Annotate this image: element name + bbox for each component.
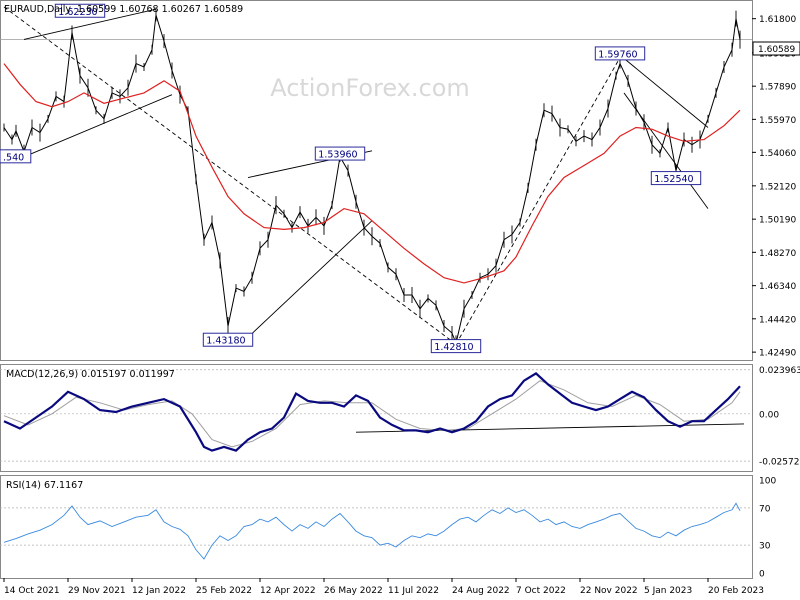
chart-title: EURAUD,Daily 1.60599 1.60768 1.60267 1.60… <box>4 4 243 15</box>
price-labels: 1.62230 1.43180 1.53960 1.42810 1.59760 1.525… <box>0 3 702 354</box>
trendline <box>247 220 373 338</box>
y-tick-label: 1.44420 <box>759 315 796 325</box>
x-tick-label: 14 Oct 2021 <box>4 586 60 596</box>
price-label-box <box>202 332 254 347</box>
x-tick-label: 24 Aug 2022 <box>452 586 510 596</box>
macd-tick-label: 0.00 <box>759 410 779 420</box>
trendlines <box>3 6 745 433</box>
macd-signal-series <box>3 380 741 448</box>
x-tick-label: 12 Apr 2022 <box>260 586 316 596</box>
price-series <box>3 15 741 345</box>
y-tick-label: 1.42490 <box>759 349 796 359</box>
series-lines <box>3 9 741 560</box>
price-label: 1.53960 <box>318 150 357 161</box>
price-label: 1.62230 <box>58 7 97 18</box>
rsi-panel-frame <box>0 475 753 579</box>
macd-tick-label: -0.025726 <box>759 458 800 468</box>
price-label-box <box>594 46 646 61</box>
price-label-box <box>0 149 32 164</box>
x-tick-label: 5 Jan 2023 <box>644 586 692 596</box>
y-tick-label: 1.54060 <box>759 149 796 159</box>
trendline <box>623 58 709 128</box>
rsi-tick-label: 70 <box>759 504 771 514</box>
watermark: ActionForex.com <box>270 74 470 102</box>
x-tick-label: 11 Jul 2022 <box>388 586 439 596</box>
price-label: 1.43180 <box>206 336 245 347</box>
x-tick-label: 20 Feb 2023 <box>708 586 764 596</box>
y-tick-label: 1.55970 <box>759 116 796 126</box>
rsi-series <box>3 502 741 560</box>
rsi-label: RSI(14) 67.1167 <box>6 480 83 491</box>
x-tick-label: 7 Oct 2022 <box>516 586 566 596</box>
y-tick-label: 1.46340 <box>759 282 796 292</box>
rsi-tick-label: 30 <box>759 542 771 552</box>
trendline <box>23 94 173 158</box>
rsi-tick-label: 100 <box>759 477 776 487</box>
trendline <box>23 8 157 40</box>
y-tick-label: 1.48270 <box>759 249 796 259</box>
price-label: 1.42810 <box>434 342 473 353</box>
price-label: 1.59760 <box>598 49 637 60</box>
price-label: .540 <box>3 152 24 163</box>
macd-tick-label: 0.023963 <box>759 366 800 376</box>
y-tick-label: 1.52120 <box>759 182 796 192</box>
y-tick-label: 1.61800 <box>759 15 796 25</box>
trendline <box>455 50 625 345</box>
symbol-label: EURAUD,Daily <box>4 4 71 15</box>
last-price-tag: 1.60589 <box>752 41 800 56</box>
x-tick-label: 25 Feb 2022 <box>196 586 252 596</box>
macd-series <box>3 372 741 452</box>
last-price-value: 1.60589 <box>758 45 795 55</box>
rsi-tick-label: 0 <box>759 570 765 580</box>
price-label-box <box>314 146 366 161</box>
x-tick-label: 22 Nov 2022 <box>580 586 638 596</box>
price-label-box <box>430 339 482 354</box>
price-label-box <box>54 3 106 18</box>
main-panel-frame <box>0 0 753 361</box>
macd-panel-frame <box>0 364 753 472</box>
x-tick-label: 26 May 2022 <box>324 586 383 596</box>
grid-lines <box>0 39 752 546</box>
macd-label: MACD(12,26,9) 0.015197 0.011997 <box>6 369 175 380</box>
price-label-box <box>650 171 702 186</box>
ohlc-readout: 1.60599 1.60768 1.60267 1.60589 <box>77 4 243 15</box>
price-label: 1.52540 <box>654 174 693 185</box>
trendline <box>3 6 457 345</box>
axis-ticks: 1.618001.598201.578901.559701.540601.521… <box>3 15 800 596</box>
y-tick-label: 1.50190 <box>759 216 796 226</box>
y-tick-label: 1.57890 <box>759 83 796 93</box>
ema-series <box>3 63 741 284</box>
x-tick-label: 12 Jan 2022 <box>132 586 186 596</box>
x-tick-label: 29 Nov 2021 <box>68 586 126 596</box>
